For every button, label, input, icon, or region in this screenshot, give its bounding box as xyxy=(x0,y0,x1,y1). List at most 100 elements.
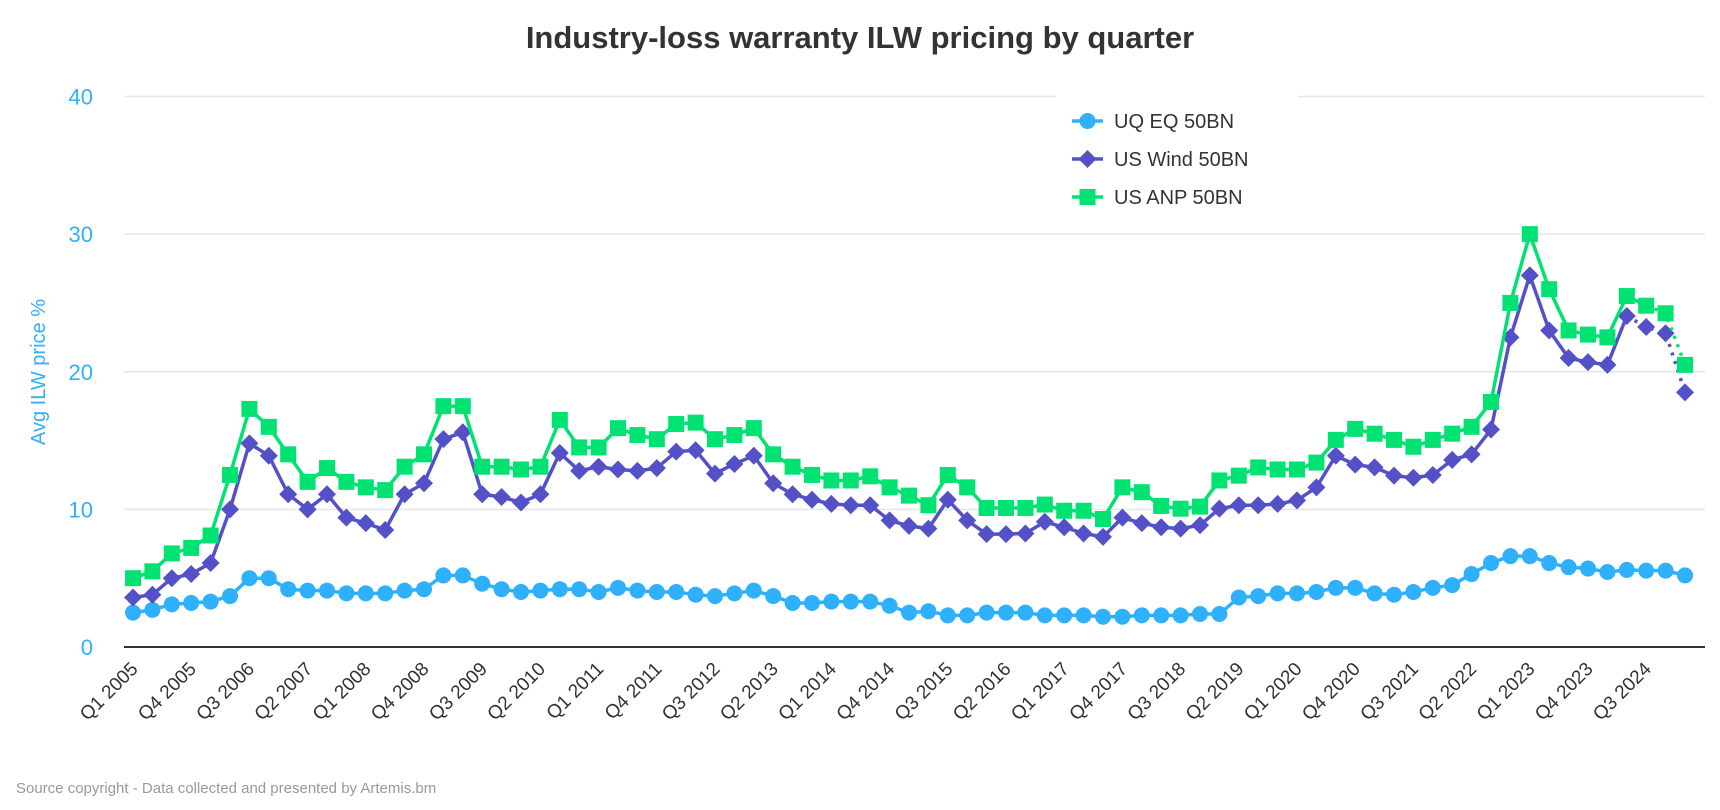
data-point xyxy=(1133,607,1150,624)
data-point xyxy=(144,563,161,580)
data-point xyxy=(1598,355,1617,374)
data-point xyxy=(1016,524,1035,543)
data-point xyxy=(493,581,510,598)
data-point xyxy=(532,582,549,599)
data-point xyxy=(803,490,821,509)
data-point xyxy=(260,570,277,587)
legend-label: US Wind 50BN xyxy=(1114,149,1249,171)
data-point xyxy=(998,499,1014,516)
data-point xyxy=(1132,514,1151,533)
data-point xyxy=(978,604,995,621)
data-point xyxy=(1599,563,1616,580)
data-point xyxy=(1114,479,1131,496)
data-point xyxy=(1056,502,1073,519)
legend-item[interactable]: US ANP 50BN xyxy=(1072,187,1243,209)
data-point xyxy=(1483,394,1499,411)
x-tick-label: Q1 2005 xyxy=(76,659,142,725)
data-point xyxy=(1365,458,1384,477)
data-point xyxy=(1269,461,1286,478)
data-point xyxy=(1541,555,1558,572)
data-point xyxy=(1462,445,1481,464)
data-point xyxy=(202,527,219,544)
data-point xyxy=(163,596,180,613)
data-point xyxy=(532,458,549,475)
data-point xyxy=(241,570,258,587)
data-point xyxy=(667,442,686,461)
data-point xyxy=(842,472,859,489)
data-point xyxy=(706,464,724,483)
data-point xyxy=(939,466,956,483)
x-tick-label: Q4 2011 xyxy=(601,659,666,724)
gridlines xyxy=(124,95,1705,511)
data-point xyxy=(183,539,200,556)
x-tick-label: Q1 2020 xyxy=(1240,659,1306,725)
data-point xyxy=(416,446,432,463)
data-point xyxy=(1017,604,1034,621)
data-point xyxy=(1327,579,1344,596)
x-tick-label: Q4 2017 xyxy=(1066,659,1132,725)
data-point xyxy=(1153,497,1170,514)
data-point xyxy=(1307,478,1326,497)
x-tick-label: Q4 2023 xyxy=(1531,659,1597,725)
data-point xyxy=(1347,420,1364,437)
data-point xyxy=(589,457,608,476)
data-point xyxy=(1269,585,1286,602)
data-point xyxy=(958,511,977,530)
data-point xyxy=(764,474,783,493)
data-point xyxy=(1211,472,1228,489)
x-tick-label: Q1 2011 xyxy=(543,659,608,724)
data-point xyxy=(628,461,647,480)
data-point xyxy=(1638,562,1655,579)
data-point xyxy=(1094,527,1112,546)
data-point xyxy=(784,594,801,611)
data-point xyxy=(357,585,374,602)
data-point xyxy=(1074,524,1093,543)
data-point xyxy=(610,579,626,596)
data-point xyxy=(1075,607,1092,624)
data-point xyxy=(823,593,840,610)
data-point xyxy=(610,420,626,437)
data-point xyxy=(1618,288,1635,305)
y-tick-label: 30 xyxy=(69,222,93,247)
data-point xyxy=(687,414,704,431)
y-axis-ticks: 0 10 20 30 40 xyxy=(69,85,93,661)
data-point xyxy=(1559,348,1578,367)
data-point xyxy=(1521,548,1538,565)
legend-item[interactable]: UQ EQ 50BN xyxy=(1072,111,1234,133)
data-point xyxy=(435,567,452,584)
data-point xyxy=(512,493,530,512)
data-point xyxy=(1308,583,1325,600)
data-point xyxy=(1095,511,1111,528)
data-point xyxy=(920,603,937,620)
chart-title: Industry-loss warranty ILW pricing by qu… xyxy=(526,20,1194,55)
data-point xyxy=(881,597,898,614)
data-point xyxy=(357,479,374,496)
data-point xyxy=(1172,500,1189,517)
data-point xyxy=(648,583,665,600)
data-point xyxy=(1113,508,1132,527)
data-point xyxy=(1444,425,1461,442)
x-tick-label: Q3 2009 xyxy=(425,659,491,725)
data-point xyxy=(550,443,569,462)
data-point xyxy=(280,581,297,598)
data-point xyxy=(551,411,568,428)
data-point xyxy=(1366,425,1383,442)
data-point xyxy=(939,607,956,624)
legend-label: UQ EQ 50BN xyxy=(1114,111,1234,133)
data-point xyxy=(1056,607,1073,624)
x-tick-label: Q4 2020 xyxy=(1298,659,1364,725)
data-point xyxy=(1192,605,1208,622)
data-point xyxy=(162,569,181,588)
data-point xyxy=(745,582,762,599)
series-line-estimate xyxy=(1625,314,1687,393)
data-point xyxy=(744,446,763,465)
data-point xyxy=(1326,446,1345,465)
data-point xyxy=(201,554,220,573)
legend-item[interactable]: US Wind 50BN xyxy=(1072,149,1249,171)
x-tick-label: Q3 2021 xyxy=(1357,659,1423,725)
data-point xyxy=(629,582,646,599)
data-point xyxy=(1580,326,1596,343)
data-point xyxy=(1289,585,1305,602)
data-point xyxy=(668,583,685,600)
data-point xyxy=(609,460,627,479)
